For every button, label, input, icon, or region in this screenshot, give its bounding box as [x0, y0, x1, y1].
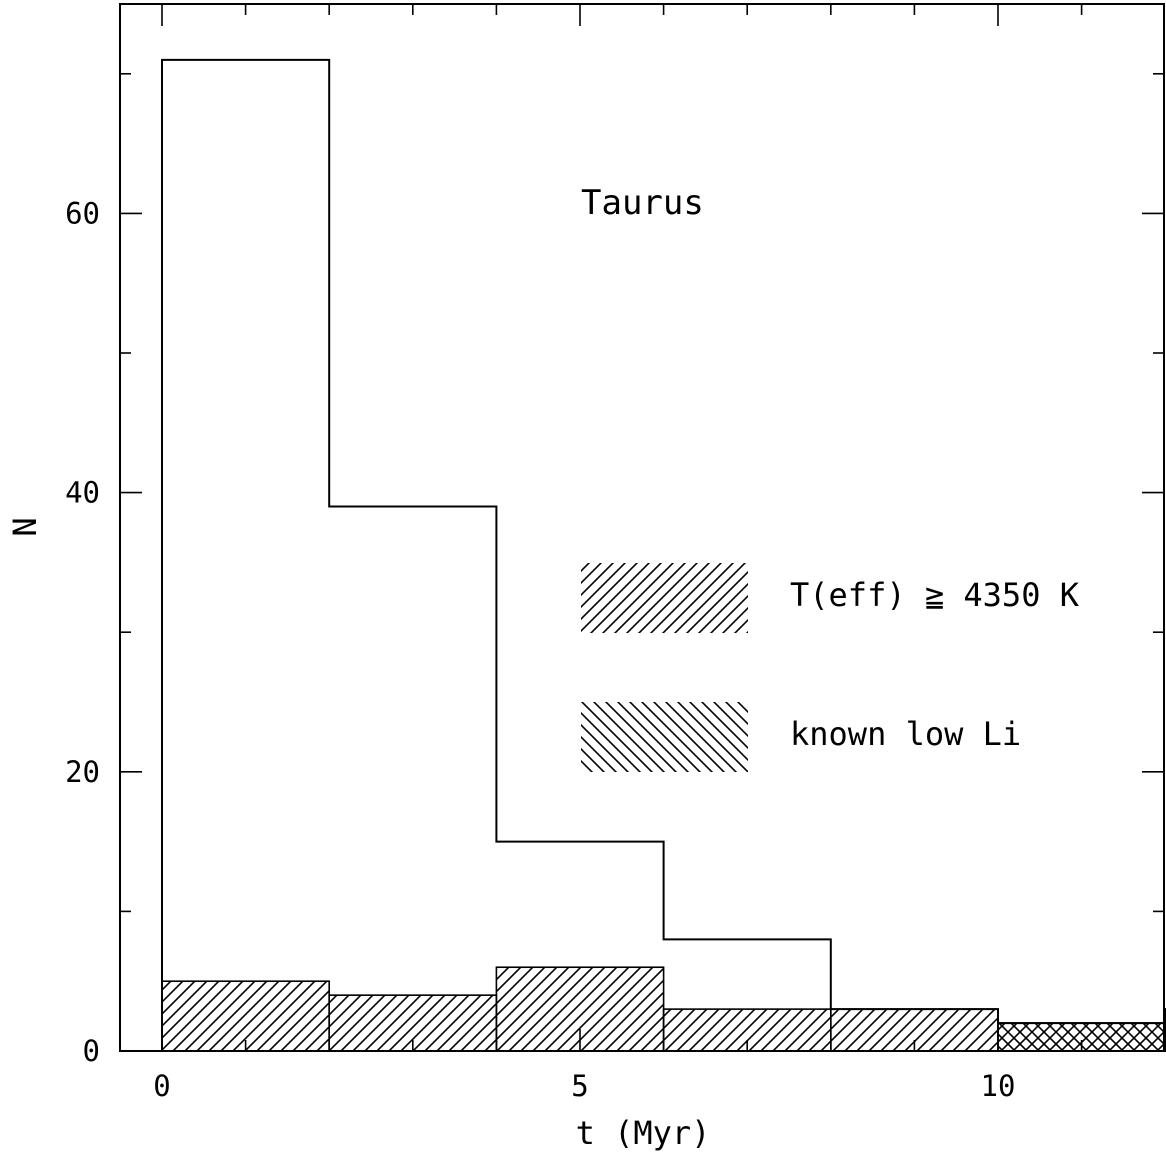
- bar-teff: [829, 1008, 999, 1052]
- plot-frame: [119, 3, 1165, 1052]
- histogram-bars: [161, 966, 1166, 1052]
- bar-low-li: [997, 1022, 1166, 1052]
- bar-teff: [662, 1008, 832, 1052]
- legend-label-low-li: known low Li: [790, 715, 1021, 753]
- y-tick-label: 40: [65, 476, 100, 510]
- x-tick-label: 10: [981, 1069, 1016, 1103]
- legend-label-teff: T(eff) ≧ 4350 K: [790, 576, 1080, 614]
- y-tick-label: 60: [65, 196, 100, 230]
- y-tick-label: 0: [83, 1034, 100, 1068]
- histogram-outline: [161, 58, 1166, 1051]
- x-axis-label: t (Myr): [576, 1114, 711, 1152]
- axis-ticks: [120, 4, 1164, 1052]
- bar-teff: [495, 966, 665, 1052]
- axis-tick-labels: 051015200204060: [65, 196, 1016, 1103]
- annotation-label: Taurus: [581, 183, 704, 223]
- bar-teff: [161, 980, 330, 1052]
- y-tick-label: 20: [65, 755, 100, 789]
- bar-teff: [328, 994, 498, 1052]
- y-axis-label: N: [6, 517, 44, 536]
- x-tick-label: 0: [153, 1069, 170, 1103]
- histogram-outline-total: [161, 58, 1166, 1051]
- legend-swatch-teff: [581, 563, 748, 633]
- x-tick-label: 5: [571, 1069, 588, 1103]
- legend: T(eff) ≧ 4350 K known low Li: [581, 563, 1080, 772]
- legend-swatch-low-li: [581, 702, 748, 772]
